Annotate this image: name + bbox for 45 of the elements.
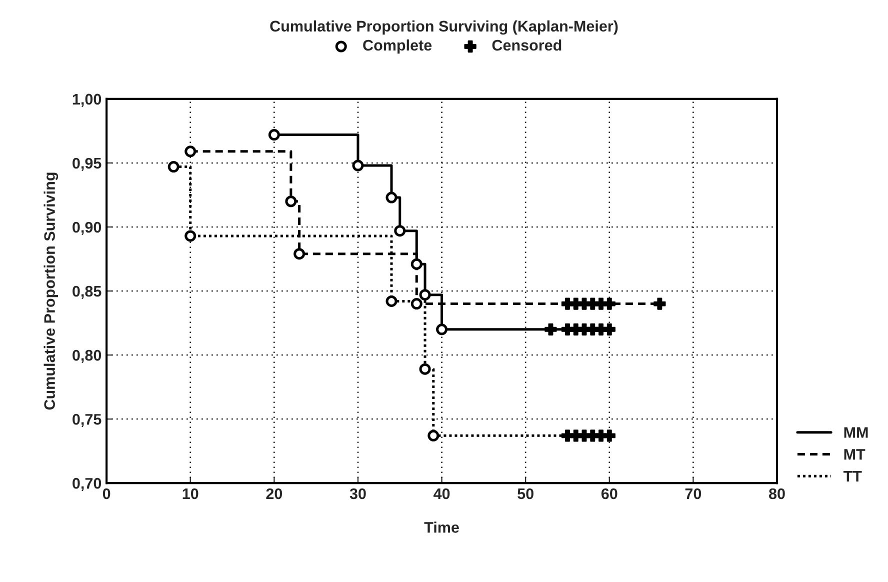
y-tick-label: 0,85 [72,286,102,299]
point [294,248,306,260]
y-tick-label: 0,80 [72,350,102,363]
point [168,161,180,173]
point [184,230,196,242]
y-tick-label: 0,90 [72,222,102,235]
y-tick-label: 0,75 [72,414,102,427]
y-tick-label: 1,00 [72,94,102,107]
legend-label: Censored [492,39,562,51]
point [603,298,616,310]
chart-title: Cumulative Proportion Surviving (Kaplan-Meier) [270,20,618,35]
y-tick-label: 0,70 [72,478,102,491]
point [419,363,431,375]
point [428,430,440,442]
y-axis-title: Cumulative Proportion Surviving [44,172,58,410]
x-axis-title: Time [424,522,459,533]
point [394,225,406,237]
legend-label: Complete [363,39,432,54]
point [410,258,422,270]
point [654,298,666,310]
legend-label: MT [844,449,866,460]
y-tick-label: 0,95 [72,158,102,171]
legend-label: TT [843,470,862,482]
point [386,192,398,204]
point [603,430,616,442]
point [184,146,196,158]
legend-label: MM [844,427,868,438]
x-tick-label: 80 [768,488,785,500]
x-tick-label: 50 [518,488,534,500]
point [386,295,398,307]
x-tick-label: 30 [350,488,366,500]
point [352,160,364,172]
point [419,289,431,301]
x-tick-label: 10 [182,488,198,500]
point [410,298,422,310]
point [436,324,448,336]
point [268,129,280,141]
point [285,196,297,208]
x-tick-label: 0 [102,488,110,500]
point [603,323,616,336]
x-tick-label: 40 [434,488,450,500]
point [544,323,557,336]
x-tick-label: 70 [685,488,702,500]
x-tick-label: 60 [601,488,618,500]
x-tick-label: 20 [266,488,282,500]
